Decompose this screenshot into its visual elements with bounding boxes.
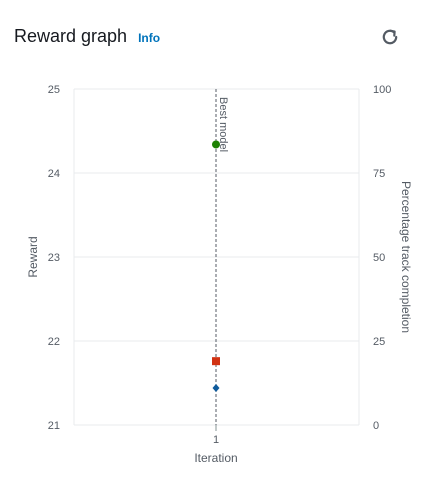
refresh-button[interactable]	[379, 26, 401, 48]
y2-tick-label: 100	[373, 84, 391, 96]
y-tick-label: 24	[48, 168, 60, 180]
data-point-diamond	[212, 384, 220, 393]
y-tick-label: 22	[48, 336, 60, 348]
y-tick-label: 21	[48, 420, 60, 432]
y2-tick-label: 50	[373, 252, 385, 264]
y2-tick-label: 25	[373, 336, 385, 348]
y2-tick-label: 75	[373, 168, 385, 180]
y2-axis-label: Percentage track completion	[399, 181, 413, 333]
y-axis-label: Reward	[26, 236, 40, 277]
data-point-circle	[212, 140, 220, 149]
page-title: Reward graph	[14, 26, 128, 46]
best-model-label: Best model	[217, 97, 229, 152]
data-point-square	[212, 357, 220, 366]
y-tick-label: 23	[48, 252, 60, 264]
y-tick-label: 25	[48, 84, 60, 96]
panel-header: Reward graph Info	[14, 26, 160, 47]
x-axis-label: Iteration	[194, 451, 237, 465]
refresh-icon	[382, 29, 398, 45]
y2-tick-label: 0	[373, 420, 379, 432]
x-tick-label: 1	[213, 434, 219, 446]
info-link[interactable]: Info	[138, 31, 161, 45]
